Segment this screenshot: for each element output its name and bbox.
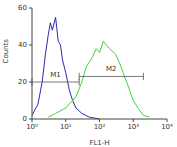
svg-text:10¹: 10¹	[60, 123, 72, 131]
svg-text:10⁴: 10⁴	[161, 123, 169, 131]
svg-text:10²: 10²	[94, 123, 106, 131]
svg-text:10³: 10³	[127, 123, 139, 131]
svg-text:0: 0	[23, 115, 27, 123]
svg-text:20: 20	[18, 78, 27, 86]
svg-text:10⁰: 10⁰	[26, 123, 38, 131]
svg-text:40: 40	[18, 41, 27, 49]
svg-text:Counts: Counts	[8, 39, 10, 64]
svg-text:FL1-H: FL1-H	[89, 139, 109, 147]
svg-text:M2: M2	[106, 65, 117, 73]
svg-text:60: 60	[18, 4, 27, 12]
svg-text:M1: M1	[50, 71, 61, 79]
